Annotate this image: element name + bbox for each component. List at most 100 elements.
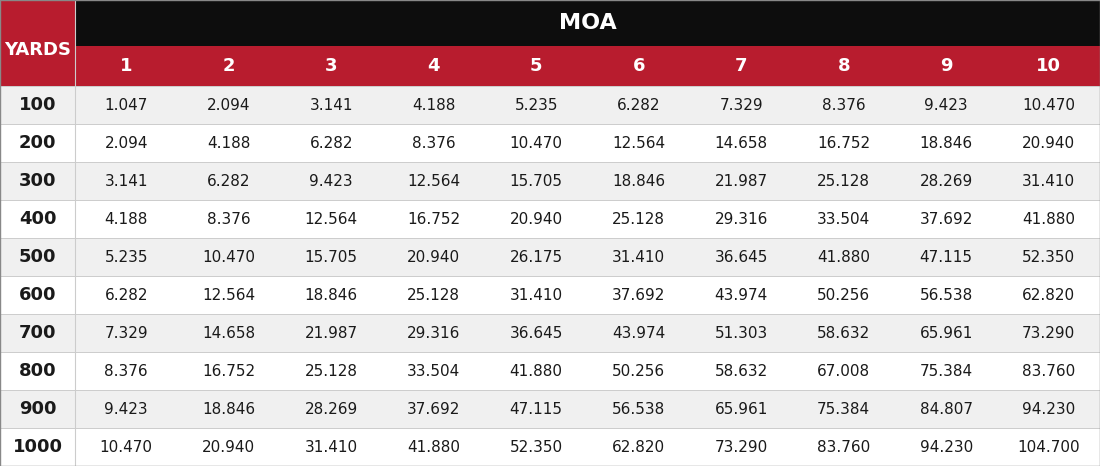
Text: 4.188: 4.188 bbox=[412, 97, 455, 112]
Text: 65.961: 65.961 bbox=[715, 402, 768, 417]
Text: 2.094: 2.094 bbox=[207, 97, 251, 112]
Text: 50.256: 50.256 bbox=[613, 363, 666, 378]
Text: 50.256: 50.256 bbox=[817, 288, 870, 302]
Text: 28.269: 28.269 bbox=[920, 173, 972, 189]
Text: 4: 4 bbox=[428, 57, 440, 75]
Text: 1.047: 1.047 bbox=[104, 97, 147, 112]
Text: 800: 800 bbox=[19, 362, 56, 380]
Text: 400: 400 bbox=[19, 210, 56, 228]
Bar bbox=[0, 314, 1100, 352]
Bar bbox=[0, 0, 75, 86]
Text: 200: 200 bbox=[19, 134, 56, 152]
Text: 10.470: 10.470 bbox=[100, 439, 153, 454]
Text: 10: 10 bbox=[1036, 57, 1062, 75]
Bar bbox=[0, 86, 1100, 124]
Text: 51.303: 51.303 bbox=[715, 325, 768, 341]
Text: 41.880: 41.880 bbox=[509, 363, 563, 378]
Bar bbox=[0, 200, 1100, 238]
Text: 58.632: 58.632 bbox=[817, 325, 870, 341]
Text: 16.752: 16.752 bbox=[817, 136, 870, 151]
Text: 41.880: 41.880 bbox=[817, 249, 870, 265]
Text: 5.235: 5.235 bbox=[104, 249, 148, 265]
Text: 73.290: 73.290 bbox=[1022, 325, 1076, 341]
Bar bbox=[0, 276, 1100, 314]
Text: 8: 8 bbox=[837, 57, 850, 75]
Text: 15.705: 15.705 bbox=[509, 173, 563, 189]
Text: 29.316: 29.316 bbox=[407, 325, 461, 341]
Text: 10.470: 10.470 bbox=[509, 136, 563, 151]
Text: 104.700: 104.700 bbox=[1018, 439, 1080, 454]
Text: 8.376: 8.376 bbox=[822, 97, 866, 112]
Text: 26.175: 26.175 bbox=[509, 249, 563, 265]
Text: 36.645: 36.645 bbox=[715, 249, 768, 265]
Text: 41.880: 41.880 bbox=[1022, 212, 1076, 226]
Text: 18.846: 18.846 bbox=[613, 173, 666, 189]
Text: 75.384: 75.384 bbox=[920, 363, 972, 378]
Text: 600: 600 bbox=[19, 286, 56, 304]
Text: 2: 2 bbox=[222, 57, 235, 75]
Text: 9.423: 9.423 bbox=[924, 97, 968, 112]
Text: 12.564: 12.564 bbox=[613, 136, 666, 151]
Text: 25.128: 25.128 bbox=[817, 173, 870, 189]
Bar bbox=[0, 428, 1100, 466]
Text: 47.115: 47.115 bbox=[920, 249, 972, 265]
Text: 94.230: 94.230 bbox=[920, 439, 972, 454]
Text: 37.692: 37.692 bbox=[407, 402, 461, 417]
Text: 20.940: 20.940 bbox=[1022, 136, 1076, 151]
Text: 83.760: 83.760 bbox=[817, 439, 870, 454]
Text: 2.094: 2.094 bbox=[104, 136, 148, 151]
Text: 33.504: 33.504 bbox=[407, 363, 461, 378]
Text: 28.269: 28.269 bbox=[305, 402, 358, 417]
Text: 73.290: 73.290 bbox=[715, 439, 768, 454]
Text: 16.752: 16.752 bbox=[202, 363, 255, 378]
Text: 58.632: 58.632 bbox=[715, 363, 768, 378]
Text: 21.987: 21.987 bbox=[715, 173, 768, 189]
Text: 43.974: 43.974 bbox=[715, 288, 768, 302]
Text: 14.658: 14.658 bbox=[202, 325, 255, 341]
Text: 8.376: 8.376 bbox=[207, 212, 251, 226]
Text: 18.846: 18.846 bbox=[202, 402, 255, 417]
Text: 25.128: 25.128 bbox=[613, 212, 666, 226]
Text: 900: 900 bbox=[19, 400, 56, 418]
Text: 700: 700 bbox=[19, 324, 56, 342]
Text: 1000: 1000 bbox=[12, 438, 63, 456]
Text: 6.282: 6.282 bbox=[309, 136, 353, 151]
Text: 20.940: 20.940 bbox=[407, 249, 460, 265]
Text: 12.564: 12.564 bbox=[407, 173, 460, 189]
Bar bbox=[0, 352, 1100, 390]
Text: 3.141: 3.141 bbox=[104, 173, 148, 189]
Text: 56.538: 56.538 bbox=[612, 402, 666, 417]
Text: 31.410: 31.410 bbox=[305, 439, 358, 454]
Text: 12.564: 12.564 bbox=[202, 288, 255, 302]
Text: 20.940: 20.940 bbox=[509, 212, 563, 226]
Text: 6.282: 6.282 bbox=[207, 173, 251, 189]
Text: YARDS: YARDS bbox=[4, 41, 72, 59]
Text: 31.410: 31.410 bbox=[613, 249, 666, 265]
Text: 6: 6 bbox=[632, 57, 645, 75]
Text: 29.316: 29.316 bbox=[715, 212, 768, 226]
Text: 75.384: 75.384 bbox=[817, 402, 870, 417]
Bar bbox=[75, 46, 1100, 86]
Text: 62.820: 62.820 bbox=[613, 439, 666, 454]
Bar bbox=[75, 0, 1100, 46]
Text: 7.329: 7.329 bbox=[104, 325, 148, 341]
Text: 18.846: 18.846 bbox=[920, 136, 972, 151]
Text: 43.974: 43.974 bbox=[612, 325, 666, 341]
Text: 37.692: 37.692 bbox=[612, 288, 666, 302]
Text: 5: 5 bbox=[530, 57, 542, 75]
Text: 25.128: 25.128 bbox=[407, 288, 460, 302]
Text: 9: 9 bbox=[940, 57, 953, 75]
Text: 8.376: 8.376 bbox=[411, 136, 455, 151]
Text: 3.141: 3.141 bbox=[309, 97, 353, 112]
Text: 12.564: 12.564 bbox=[305, 212, 358, 226]
Bar bbox=[0, 124, 1100, 162]
Text: 25.128: 25.128 bbox=[305, 363, 358, 378]
Text: 1: 1 bbox=[120, 57, 132, 75]
Text: 94.230: 94.230 bbox=[1022, 402, 1076, 417]
Text: 5.235: 5.235 bbox=[515, 97, 558, 112]
Text: 37.692: 37.692 bbox=[920, 212, 972, 226]
Text: 8.376: 8.376 bbox=[104, 363, 148, 378]
Text: 47.115: 47.115 bbox=[509, 402, 563, 417]
Text: 100: 100 bbox=[19, 96, 56, 114]
Text: 16.752: 16.752 bbox=[407, 212, 460, 226]
